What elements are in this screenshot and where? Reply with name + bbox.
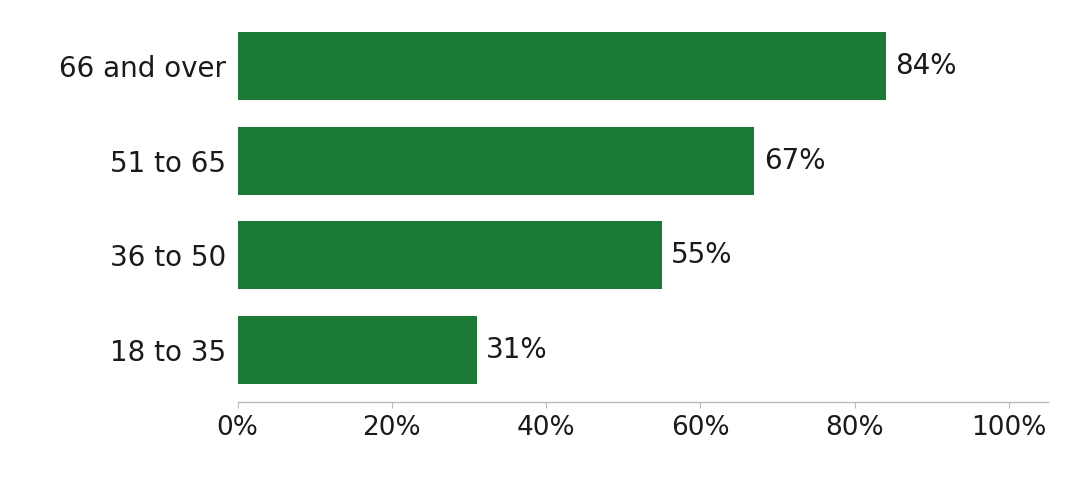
Bar <box>238 33 886 100</box>
Text: 31%: 31% <box>486 336 548 364</box>
Text: 67%: 67% <box>764 147 825 175</box>
Text: 84%: 84% <box>895 52 957 80</box>
Text: 55%: 55% <box>671 241 732 269</box>
Bar <box>238 127 755 195</box>
Bar <box>238 315 476 383</box>
Bar <box>238 221 662 289</box>
